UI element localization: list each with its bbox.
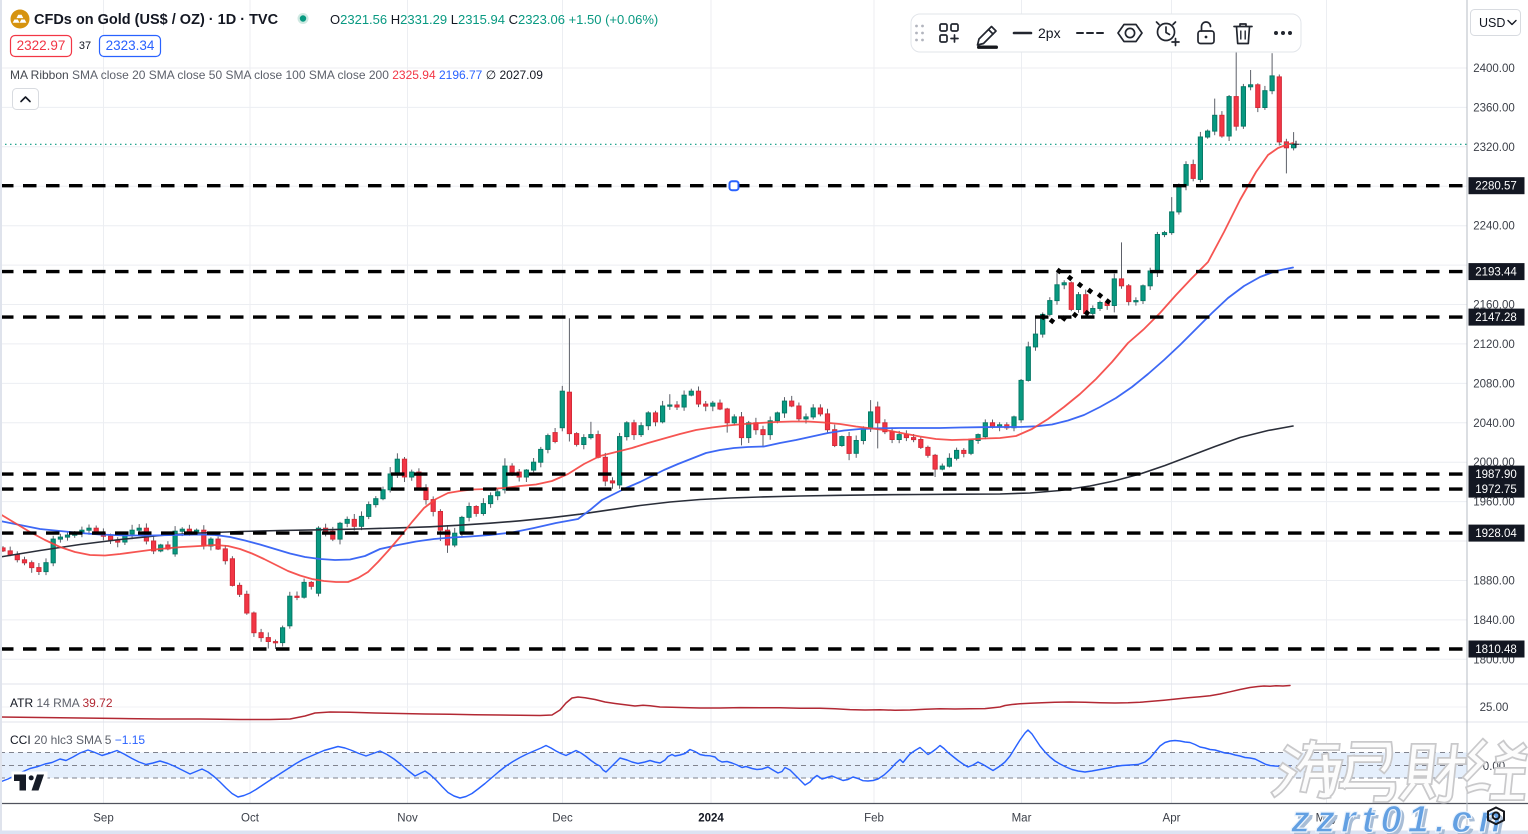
- svg-text:CFDs on Gold (US$ / OZ) · 1D ·: CFDs on Gold (US$ / OZ) · 1D · TVC: [34, 12, 279, 28]
- svg-text:2400.00: 2400.00: [1473, 63, 1515, 75]
- svg-text:2280.57: 2280.57: [1475, 181, 1517, 193]
- svg-text:Nov: Nov: [397, 813, 418, 825]
- svg-text:Feb: Feb: [864, 813, 884, 825]
- svg-text:2024: 2024: [698, 813, 724, 825]
- svg-text:2320.00: 2320.00: [1473, 142, 1515, 154]
- svg-text:1972.75: 1972.75: [1475, 484, 1517, 496]
- svg-text:Mar: Mar: [1012, 813, 1032, 825]
- svg-text:2px: 2px: [1038, 25, 1061, 41]
- svg-text:2323.34: 2323.34: [106, 38, 155, 53]
- svg-text:Dec: Dec: [552, 813, 573, 825]
- svg-text:MA Ribbon SMA close 20 SMA clo: MA Ribbon SMA close 20 SMA close 50 SMA …: [10, 68, 543, 82]
- svg-text:1810.48: 1810.48: [1475, 644, 1517, 656]
- svg-text:Oct: Oct: [241, 813, 260, 825]
- svg-text:2240.00: 2240.00: [1473, 221, 1515, 233]
- svg-text:2360.00: 2360.00: [1473, 102, 1515, 114]
- svg-text:May: May: [1316, 813, 1338, 825]
- svg-text:2120.00: 2120.00: [1473, 339, 1515, 351]
- svg-text:Apr: Apr: [1163, 813, 1181, 825]
- svg-text:Sep: Sep: [93, 813, 113, 825]
- svg-text:ATR 14 RMA 39.72: ATR 14 RMA 39.72: [10, 696, 113, 710]
- svg-text:25.00: 25.00: [1480, 702, 1509, 714]
- svg-text:CCI 20 hlc3 SMA 5 −1.15: CCI 20 hlc3 SMA 5 −1.15: [10, 733, 145, 747]
- svg-text:37: 37: [79, 40, 91, 52]
- svg-text:1987.90: 1987.90: [1475, 469, 1517, 481]
- svg-text:2080.00: 2080.00: [1473, 378, 1515, 390]
- svg-text:2040.00: 2040.00: [1473, 418, 1515, 430]
- svg-text:O2321.56 H2331.29 L2315.94 C23: O2321.56 H2331.29 L2315.94 C2323.06 +1.5…: [330, 12, 658, 27]
- svg-text:1960.00: 1960.00: [1473, 497, 1515, 509]
- svg-text:2147.28: 2147.28: [1475, 312, 1517, 324]
- svg-text:1928.04: 1928.04: [1475, 528, 1517, 540]
- svg-text:1840.00: 1840.00: [1473, 615, 1515, 627]
- svg-text:2322.97: 2322.97: [17, 38, 66, 53]
- svg-text:2193.44: 2193.44: [1475, 267, 1517, 279]
- svg-text:USD: USD: [1479, 16, 1505, 30]
- svg-text:1880.00: 1880.00: [1473, 576, 1515, 588]
- svg-text:2160.00: 2160.00: [1473, 300, 1515, 312]
